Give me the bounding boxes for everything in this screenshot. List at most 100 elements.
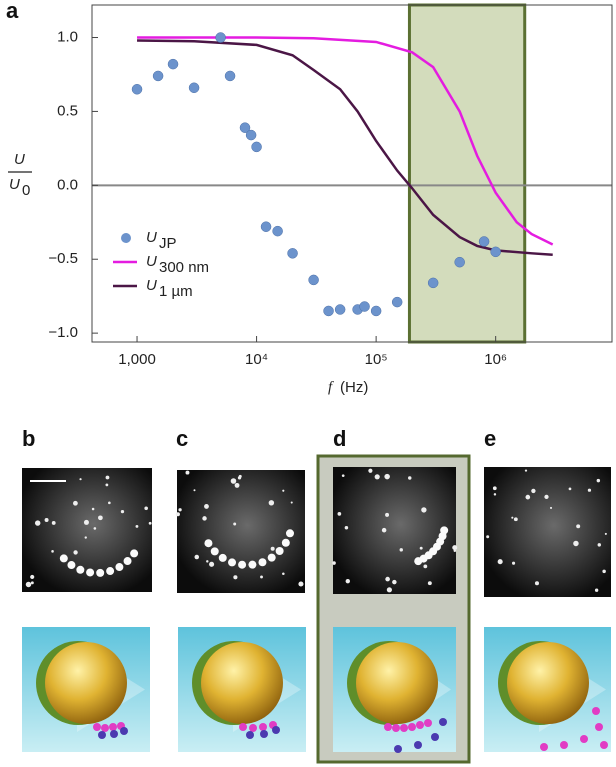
particle bbox=[421, 507, 427, 513]
particle bbox=[282, 572, 285, 575]
particle bbox=[206, 560, 209, 563]
particle bbox=[452, 545, 458, 551]
particle bbox=[453, 549, 457, 552]
particle bbox=[218, 553, 227, 562]
ion bbox=[239, 723, 247, 731]
data-point bbox=[272, 225, 283, 237]
particle bbox=[76, 565, 85, 574]
y-label-subscript: 0 bbox=[22, 182, 30, 199]
particle bbox=[381, 527, 387, 533]
ion bbox=[109, 723, 117, 731]
ion bbox=[416, 721, 424, 729]
ion bbox=[595, 723, 603, 731]
particle bbox=[237, 476, 242, 480]
particle bbox=[492, 486, 497, 491]
particle bbox=[238, 560, 247, 569]
particle bbox=[106, 567, 115, 576]
particle bbox=[399, 548, 403, 552]
particle bbox=[604, 532, 607, 535]
highlight-band bbox=[407, 3, 527, 344]
y-tick-label: −1.0 bbox=[48, 324, 78, 341]
images bbox=[22, 467, 611, 753]
particle bbox=[512, 561, 516, 565]
legend-subscript: 1 µm bbox=[159, 283, 193, 300]
particle bbox=[34, 520, 41, 526]
ion bbox=[392, 724, 400, 732]
particle bbox=[120, 509, 125, 514]
particle bbox=[86, 568, 95, 577]
y-label: U U 0 bbox=[8, 151, 32, 199]
ion bbox=[408, 723, 416, 731]
panel-label: a bbox=[6, 0, 19, 23]
particle bbox=[91, 507, 95, 511]
ion bbox=[431, 733, 439, 741]
data-point bbox=[167, 58, 179, 70]
data-point bbox=[308, 274, 319, 286]
particle bbox=[79, 478, 82, 481]
particle bbox=[73, 550, 78, 555]
particle bbox=[268, 500, 275, 506]
particle bbox=[386, 587, 392, 593]
particle bbox=[233, 522, 237, 526]
particle bbox=[30, 581, 34, 585]
particle bbox=[486, 535, 490, 539]
data-point bbox=[454, 256, 465, 268]
particle bbox=[544, 494, 549, 500]
particle bbox=[524, 469, 528, 472]
particle bbox=[392, 579, 397, 585]
particle bbox=[596, 478, 601, 483]
particle bbox=[568, 487, 572, 491]
particle bbox=[59, 554, 68, 563]
x-label-unit: (Hz) bbox=[340, 379, 368, 396]
y-tick-label: 0.5 bbox=[57, 102, 78, 119]
particle bbox=[270, 546, 275, 551]
particle bbox=[344, 525, 349, 530]
particle bbox=[419, 546, 423, 550]
y-label-denominator: U bbox=[9, 176, 20, 193]
data-point bbox=[391, 296, 403, 308]
particle bbox=[51, 521, 56, 525]
particle bbox=[25, 581, 32, 588]
ion bbox=[93, 723, 101, 731]
ion bbox=[101, 724, 109, 732]
particle bbox=[178, 508, 182, 512]
legend-label: U bbox=[146, 253, 157, 270]
micrograph bbox=[177, 470, 305, 593]
particle bbox=[374, 474, 380, 480]
ion bbox=[560, 741, 568, 749]
y-tick-label: 0.0 bbox=[57, 176, 78, 193]
particle bbox=[123, 557, 132, 566]
particle bbox=[267, 553, 276, 562]
particle bbox=[385, 576, 390, 582]
ion bbox=[249, 724, 257, 732]
particle bbox=[385, 512, 390, 517]
micrograph bbox=[484, 467, 611, 597]
y-tick-label: 1.0 bbox=[57, 28, 78, 45]
ion bbox=[110, 730, 118, 738]
legend-label: U bbox=[146, 229, 157, 246]
particle bbox=[233, 575, 238, 580]
particle bbox=[260, 575, 263, 579]
legend-subscript: 300 nm bbox=[159, 259, 209, 276]
ion bbox=[384, 723, 392, 731]
data-point bbox=[245, 129, 257, 141]
particle bbox=[115, 563, 124, 572]
data-point bbox=[224, 70, 236, 82]
data-point bbox=[478, 236, 490, 247]
particle bbox=[414, 557, 423, 566]
particle bbox=[275, 547, 284, 556]
data-point bbox=[152, 70, 164, 82]
particle bbox=[108, 501, 111, 505]
ion bbox=[259, 723, 267, 731]
particle bbox=[427, 581, 432, 586]
particle bbox=[135, 524, 139, 528]
particle bbox=[144, 506, 148, 511]
particle bbox=[248, 560, 257, 569]
particle bbox=[204, 503, 209, 509]
panel-label: b bbox=[22, 426, 35, 451]
ion bbox=[580, 735, 588, 743]
particle bbox=[175, 512, 180, 517]
particle bbox=[194, 554, 200, 560]
data-point bbox=[323, 305, 334, 317]
